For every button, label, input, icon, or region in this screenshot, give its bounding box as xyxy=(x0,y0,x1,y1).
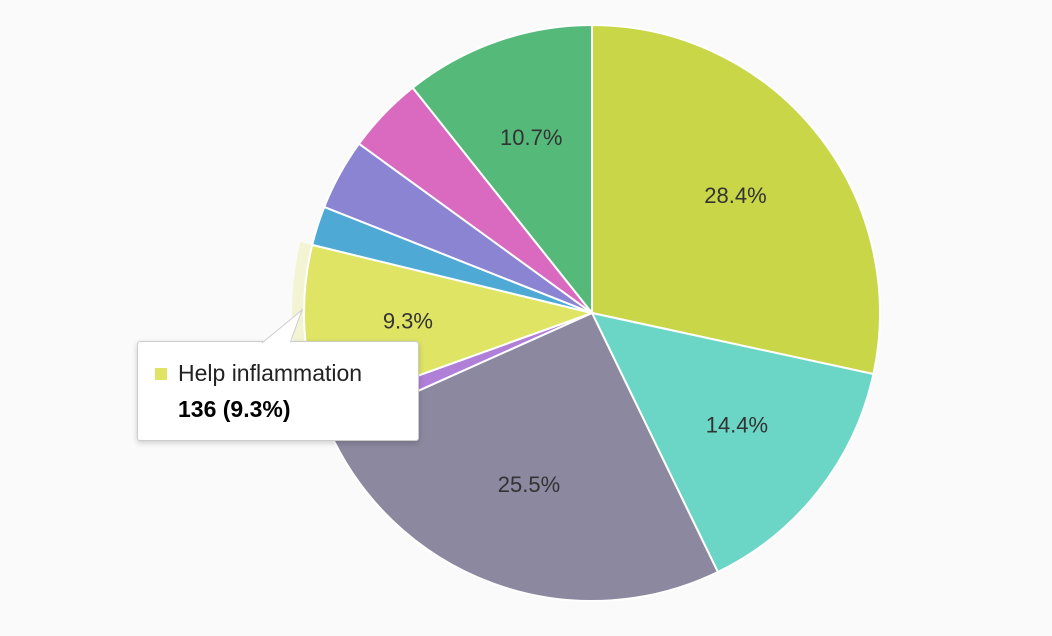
slice-label-5: 9.3% xyxy=(383,309,433,334)
pie-labels: 28.4% 14.4% 25.5% 9.3% 10.7% xyxy=(383,125,768,497)
pie-slice-1[interactable] xyxy=(591,23,881,376)
pie-slice-3[interactable] xyxy=(327,311,720,602)
slice-label-1: 28.4% xyxy=(704,183,766,208)
tooltip-series-name: Help inflammation xyxy=(178,360,363,386)
pie-slice-9[interactable] xyxy=(411,23,593,316)
tooltip-value: 136 (9.3%) xyxy=(178,396,291,422)
tooltip-pointer xyxy=(261,308,304,346)
pie-slices xyxy=(303,23,881,602)
slice-label-2: 14.4% xyxy=(706,413,768,438)
chart-tooltip: Help inflammation 136 (9.3%) xyxy=(137,341,419,441)
slice-label-9: 10.7% xyxy=(500,125,562,150)
pie-slice-2[interactable] xyxy=(590,311,875,574)
slice-label-3: 25.5% xyxy=(498,472,560,497)
tooltip-swatch xyxy=(155,368,167,380)
